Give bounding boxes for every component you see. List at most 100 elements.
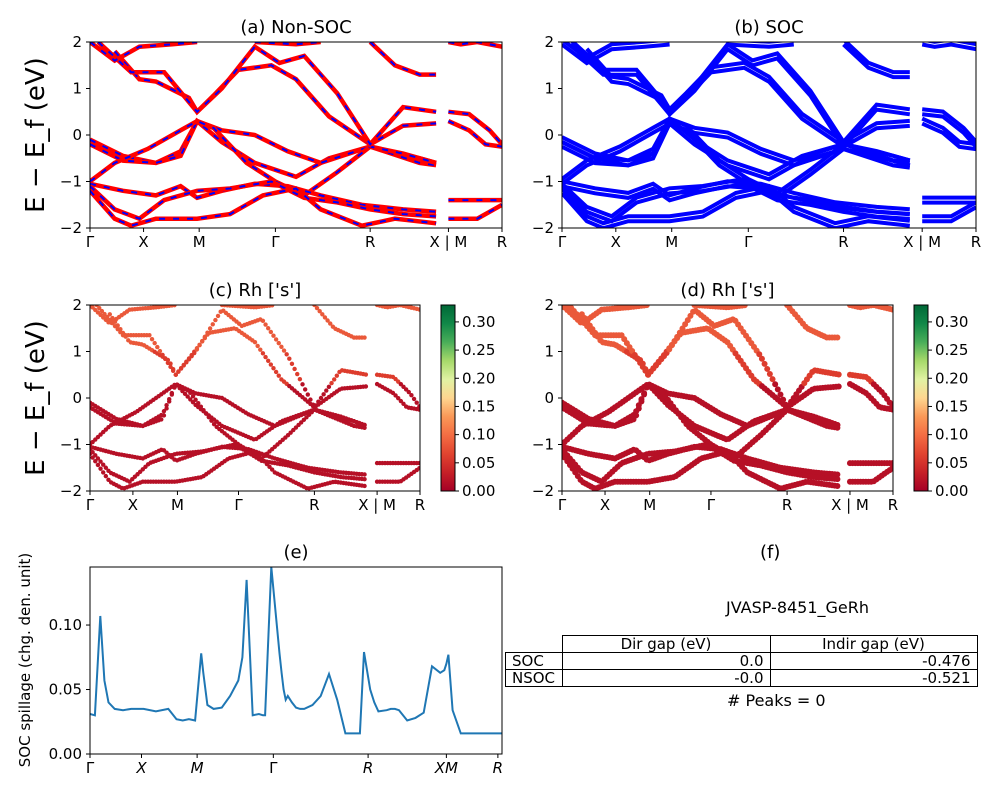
panel-c-dot — [259, 456, 264, 461]
panel-c-dot — [90, 446, 93, 452]
panel-b-band-4 — [562, 181, 910, 224]
panel-c-dot — [396, 396, 401, 401]
panel-c-dot — [363, 384, 369, 389]
panel-a-band-10 — [368, 42, 437, 77]
panel-c-cbtick-label: 0.30 — [462, 313, 495, 331]
panel-c-dot — [210, 322, 215, 327]
panel-a-xtick-label: R — [365, 233, 375, 251]
panel-b-frame — [561, 41, 977, 229]
panel-c-dot — [90, 455, 95, 460]
panel-c-dot — [411, 396, 417, 402]
panel-d-cbtick-label: 0.05 — [935, 454, 968, 472]
panel-c-dot — [417, 307, 420, 312]
panel-d-dot — [889, 406, 893, 413]
panel-b-xtick-label: X | M — [903, 233, 941, 251]
panel-c-dot — [178, 366, 184, 371]
panel-c-dot — [98, 459, 103, 464]
panel-c-dot — [409, 393, 414, 398]
panel-e-ytick-label: 0.05 — [49, 681, 82, 699]
panel-c-dot — [169, 392, 175, 397]
panel-d-ytick-label: 2 — [544, 296, 554, 314]
panel-a-ytick-label: 1 — [72, 80, 82, 98]
panel-c-dot — [181, 363, 186, 368]
panel-d-dot — [889, 465, 893, 472]
panel-c-dot — [334, 373, 340, 378]
panel-c-dot — [95, 456, 101, 461]
panel-b-band-9 — [727, 42, 794, 49]
spillage-line — [90, 567, 502, 735]
panel-d-dot — [758, 355, 765, 362]
panel-c-dot — [163, 356, 168, 362]
panel-c-dot — [200, 338, 205, 344]
panel-a-band-dash-4 — [90, 180, 437, 220]
panel-c-dot — [362, 476, 367, 482]
panel-a-ytick-label: −1 — [60, 173, 82, 191]
panel-b-band-11 — [921, 107, 976, 144]
panel-c-dot — [317, 309, 322, 314]
panel-b-band-15 — [922, 205, 976, 224]
panel-a-band-15 — [448, 202, 502, 221]
panel-c-dot — [164, 403, 169, 408]
panel-d-xtick-label: M — [643, 496, 656, 514]
panel-c-dot — [95, 462, 101, 468]
panel-c-dot — [168, 364, 173, 370]
panel-c-dot — [213, 317, 218, 323]
panel-c-dot — [186, 357, 192, 362]
panel-c-dot — [102, 311, 107, 317]
panel-c-dot — [314, 305, 320, 311]
panel-d-dot — [741, 305, 748, 309]
panel-c-title: (c) Rh ['s'] — [209, 280, 302, 301]
panel-b-band-12 — [921, 116, 976, 147]
panel-d-dot — [889, 460, 893, 467]
panel-c-dot — [266, 358, 271, 363]
panel-c-dot — [320, 312, 325, 317]
panel-d-dot — [769, 376, 776, 383]
panel-c-dot — [197, 343, 202, 348]
panel-c-dot — [201, 408, 206, 413]
panel-c-cbtick-label: 0.10 — [462, 426, 495, 444]
panel-d-dot — [835, 383, 842, 390]
panel-c-dot — [188, 397, 193, 402]
panel-c-dot — [176, 369, 181, 374]
panel-c-dot — [326, 384, 332, 390]
panel-c-dot — [321, 392, 326, 397]
panel-e-xtick-label: R — [493, 759, 503, 777]
panel-c-xtick-label: X — [128, 496, 138, 514]
soc-row-label: SOC — [505, 652, 563, 670]
panel-d-dot — [777, 391, 784, 398]
panel-c-dot — [211, 421, 217, 427]
panel-a-band-13 — [447, 42, 502, 49]
panel-c-dot — [281, 348, 287, 353]
panel-a-band-dash-7 — [97, 42, 437, 146]
panel-b-band-11 — [921, 112, 976, 149]
panel-c-xtick-label: Γ — [234, 496, 243, 514]
panel-e-ytick-label: 0.00 — [49, 745, 82, 763]
panel-c-dot — [255, 343, 260, 349]
panel-d-dot — [643, 305, 650, 309]
panel-c-dot — [254, 450, 259, 456]
panel-c-frame — [89, 304, 421, 492]
panel-d-dot — [756, 351, 763, 358]
panel-b-bands — [562, 42, 976, 228]
panel-b-band-7 — [568, 43, 911, 151]
panel-a-xtick-label: X — [138, 233, 148, 251]
panel-a-ytick-label: 2 — [72, 33, 82, 51]
panel-c-dot — [417, 466, 420, 471]
panel-c-dot — [393, 393, 398, 398]
panel-a-band-4 — [90, 179, 437, 222]
panel-c-dot — [192, 350, 197, 356]
panel-c-dot — [363, 372, 369, 377]
panel-c-ylabel: E − E_f (eV) — [21, 320, 51, 476]
panel-a-bands — [90, 42, 502, 228]
panel-b-xtick-label: Γ — [744, 233, 753, 251]
nsoc-row-label: NSOC — [505, 669, 563, 687]
panel-c-xtick-label: Γ — [86, 496, 95, 514]
panel-d-colorbar — [913, 304, 929, 492]
panel-c-dot — [276, 340, 281, 346]
panel-d-cbtick-label: 0.25 — [935, 341, 968, 359]
panel-c-colorbar — [440, 304, 456, 492]
panel-c-dot — [198, 404, 204, 409]
panel-a-band-8 — [90, 42, 198, 64]
panel-a-band-dash-12 — [447, 120, 502, 148]
panel-c-dot — [362, 483, 367, 489]
